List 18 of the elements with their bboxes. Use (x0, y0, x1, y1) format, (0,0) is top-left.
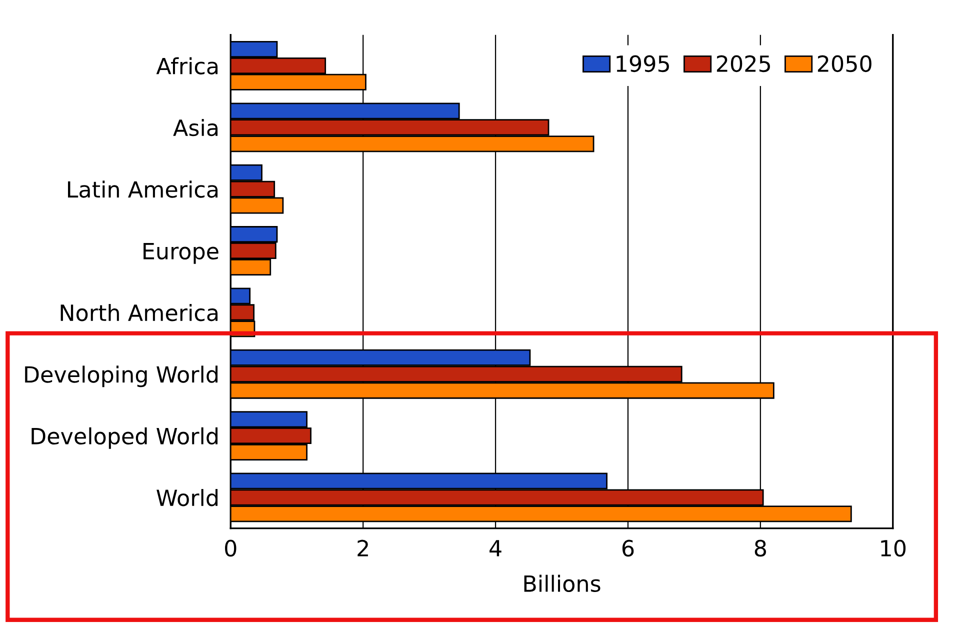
y-tick-label: Developing World (25, 366, 218, 388)
x-tick-label: 2 (358, 540, 368, 556)
x-axis-title: Billions (524, 574, 600, 592)
y-tick-label: North America (60, 304, 218, 322)
x-tick-label: 0 (225, 540, 236, 557)
y-tick-label: World (156, 489, 218, 506)
legend-label: 1995 (616, 55, 669, 72)
legend-label: 2050 (818, 55, 872, 72)
y-tick-label: Africa (156, 57, 218, 74)
x-tick-label: 6 (622, 540, 634, 557)
x-tick-label: 4 (490, 540, 502, 556)
x-tick-label: 8 (754, 540, 766, 557)
y-tick-label: Asia (173, 118, 218, 136)
y-tick-label: Developed World (32, 427, 218, 449)
x-tick-label: 10 (881, 540, 906, 557)
y-tick-label: Latin America (68, 180, 218, 198)
legend-label: 2025 (716, 55, 770, 72)
y-tick-label: Europe (144, 243, 218, 264)
